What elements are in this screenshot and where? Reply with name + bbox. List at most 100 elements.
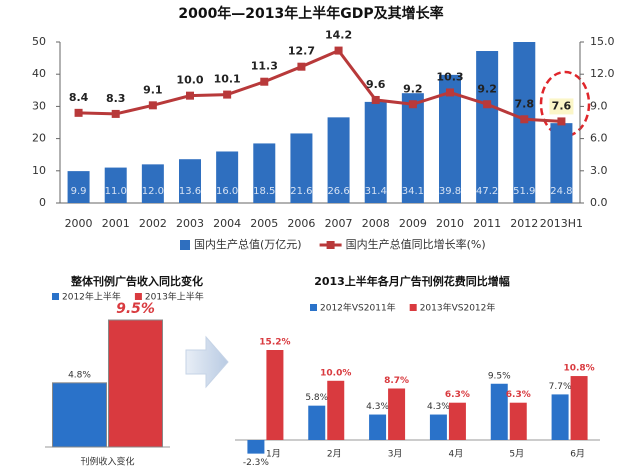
- data-label: 10.1: [214, 73, 241, 86]
- bar: [247, 440, 265, 454]
- bar: [551, 394, 569, 440]
- x-tick-label: 2013H1: [540, 217, 583, 230]
- y2-tick-label: 12.0: [590, 67, 615, 80]
- y-tick-label: 10: [32, 164, 46, 177]
- x-tick-label: 1月: [266, 449, 281, 460]
- marker: [186, 91, 194, 100]
- data-label: 21.6: [290, 186, 312, 197]
- x-tick-label: 5月: [509, 449, 524, 460]
- x-tick-label: 刊例收入变化: [80, 456, 134, 468]
- x-tick-label: 2005: [250, 217, 278, 230]
- marker: [260, 77, 269, 86]
- data-label: 6.3%: [506, 390, 531, 400]
- chart-title: 2013上半年各月广告刊例花费同比增幅: [314, 274, 510, 288]
- marker: [408, 100, 417, 109]
- bar: [67, 171, 90, 203]
- bar: [308, 405, 326, 440]
- bar: [179, 159, 201, 203]
- data-label: 34.1: [402, 186, 424, 197]
- data-label: 8.7%: [384, 376, 409, 386]
- y-tick-label: 50: [32, 35, 46, 48]
- data-label: 8.3: [106, 92, 126, 105]
- data-label: 15.2%: [259, 338, 290, 348]
- data-label: 4.3%: [427, 402, 450, 412]
- x-tick-label: 6月: [570, 449, 585, 460]
- data-label: 4.3%: [366, 402, 389, 412]
- x-tick-label: 2006: [287, 217, 315, 230]
- legend-swatch: [409, 304, 417, 311]
- legend-swatch: [326, 241, 335, 249]
- data-label: 10.8%: [563, 364, 594, 374]
- bar: [429, 414, 447, 440]
- legend-label: 2012年VS2011年: [320, 302, 396, 314]
- marker: [223, 90, 232, 99]
- legend-label: 2013年上半年: [145, 291, 204, 303]
- data-label: 8.4: [69, 91, 89, 104]
- y-tick-label: 30: [32, 99, 46, 112]
- data-label: 10.0: [176, 74, 203, 87]
- data-label: 39.8: [439, 186, 461, 197]
- data-label: 9.2: [477, 82, 497, 95]
- data-label: 9.5%: [488, 371, 511, 381]
- data-label: 9.6: [366, 78, 386, 91]
- marker: [334, 46, 343, 55]
- x-tick-label: 2003: [176, 217, 204, 230]
- data-label: 11.3: [251, 60, 278, 73]
- data-label: 9.5%: [116, 301, 155, 317]
- y2-tick-label: 3.0: [590, 164, 608, 177]
- x-tick-label: 3月: [388, 449, 403, 460]
- bar: [401, 93, 424, 203]
- data-label: 16.0: [216, 186, 238, 197]
- bar: [570, 376, 588, 440]
- data-label: 18.5: [253, 186, 275, 197]
- bar: [290, 133, 313, 203]
- chart-title: 整体刊例广告收入同比变化: [70, 274, 203, 288]
- marker: [74, 108, 83, 117]
- y2-tick-label: 6.0: [590, 132, 608, 145]
- bar: [439, 74, 461, 203]
- arrow: [185, 335, 229, 389]
- marker: [148, 101, 157, 110]
- bar: [369, 414, 387, 440]
- legend-swatch: [134, 293, 142, 300]
- data-label: 14.2: [325, 29, 352, 42]
- bar: [448, 402, 466, 440]
- bar: [364, 101, 387, 203]
- data-label: 13.6: [179, 186, 201, 197]
- marker: [520, 115, 529, 124]
- data-label: 26.6: [327, 186, 349, 197]
- data-label: 6.3%: [445, 390, 470, 400]
- y2-tick-label: 0.0: [590, 196, 608, 209]
- bar: [266, 350, 284, 440]
- bar: [476, 51, 499, 203]
- x-tick-label: 2007: [325, 217, 353, 230]
- y-tick-label: 20: [32, 132, 46, 145]
- x-tick-label: 2月: [327, 449, 342, 460]
- chart-title: 2000年—2013年上半年GDP及其增长率: [178, 5, 443, 22]
- x-tick-label: 2009: [399, 217, 427, 230]
- bar: [141, 164, 164, 203]
- x-tick-label: 4月: [449, 449, 464, 460]
- data-label: 24.8: [550, 186, 572, 197]
- data-label: 12.0: [142, 186, 164, 197]
- data-label: -2.3%: [243, 458, 270, 468]
- marker: [111, 109, 120, 118]
- x-tick-label: 2012: [510, 217, 538, 230]
- y-tick-label: 0: [39, 196, 46, 209]
- legend-swatch: [310, 304, 317, 311]
- x-tick-label: 2008: [362, 217, 390, 230]
- marker: [371, 95, 380, 104]
- plot-area: [67, 42, 573, 203]
- data-label: 11.0: [105, 186, 127, 197]
- bar: [104, 167, 127, 203]
- data-label: 9.2: [403, 82, 423, 95]
- x-tick-label: 2010: [436, 217, 464, 230]
- legend-swatch: [52, 293, 59, 300]
- x-tick-label: 2001: [102, 217, 130, 230]
- label-highlight: [549, 98, 574, 115]
- bar: [108, 319, 163, 448]
- line: [78, 48, 562, 123]
- marker: [446, 88, 454, 97]
